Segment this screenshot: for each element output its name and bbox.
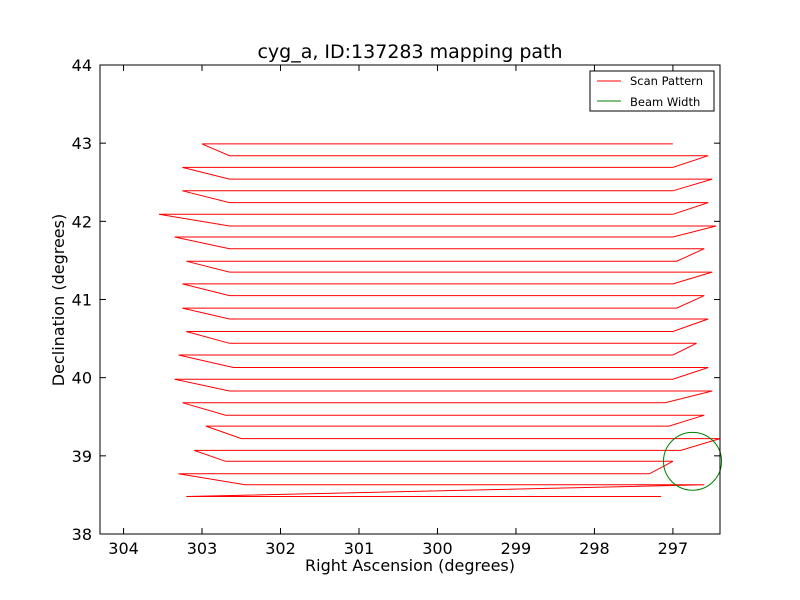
legend: Scan Pattern Beam Width xyxy=(589,70,715,112)
x-tick-label: 298 xyxy=(579,539,610,558)
y-axis-label: Declination (degrees) xyxy=(49,214,68,386)
y-tick-label: 42 xyxy=(72,212,92,231)
y-tick-label: 44 xyxy=(72,56,92,75)
x-tick-label: 297 xyxy=(658,539,689,558)
y-tick-label: 38 xyxy=(72,525,92,544)
x-tick-label: 299 xyxy=(501,539,532,558)
x-tick-label: 303 xyxy=(187,539,218,558)
x-axis-ticks: 304 303 302 301 300 299 298 297 xyxy=(108,65,688,558)
x-axis-label: Right Ascension (degrees) xyxy=(305,556,515,575)
plot-frame xyxy=(99,64,721,535)
y-tick-label: 43 xyxy=(72,134,92,153)
y-tick-label: 40 xyxy=(72,369,92,388)
beam-width-circle xyxy=(662,431,723,491)
legend-box xyxy=(589,70,715,112)
x-tick-label: 304 xyxy=(108,539,139,558)
plot-area xyxy=(158,143,723,497)
x-tick-label: 301 xyxy=(344,539,375,558)
scan-pattern-path xyxy=(158,143,721,497)
y-tick-label: 39 xyxy=(72,447,92,466)
y-tick-label: 41 xyxy=(72,291,92,310)
beam-width-series xyxy=(662,431,723,491)
x-tick-label: 300 xyxy=(422,539,453,558)
legend-label-beam: Beam Width xyxy=(630,95,700,109)
legend-label-scan: Scan Pattern xyxy=(630,74,703,88)
x-tick-label: 302 xyxy=(265,539,296,558)
y-axis-ticks: 38 39 40 41 42 43 44 xyxy=(72,56,720,544)
scan-pattern-series xyxy=(158,143,721,497)
chart-title: cyg_a, ID:137283 mapping path xyxy=(257,41,562,63)
